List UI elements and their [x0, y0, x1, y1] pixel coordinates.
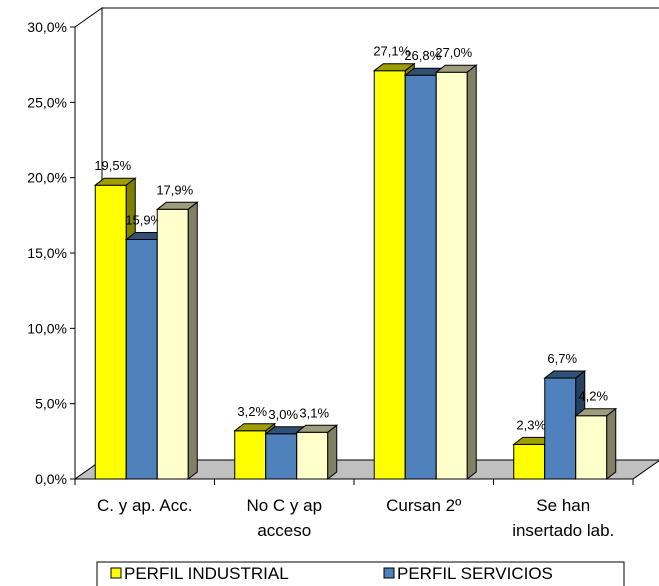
y-tick-label: 5,0% — [35, 396, 67, 412]
bar — [295, 424, 339, 481]
data-label: 26,8% — [404, 48, 441, 63]
bar-front — [125, 238, 158, 480]
x-axis: C. y ap. Acc. No C y ap acceso Cursan 2º Se … — [74, 478, 634, 540]
y-tick-label: 10,0% — [27, 320, 67, 336]
bar-front — [435, 71, 468, 480]
x-category-label: Cursan 2º — [386, 496, 461, 515]
bar-side — [466, 64, 477, 481]
data-label: 19,5% — [94, 158, 131, 173]
bar-side — [327, 424, 338, 481]
bar-front — [404, 74, 437, 480]
bar-front — [234, 430, 267, 480]
bar-front — [575, 415, 608, 480]
y-tick-label: 30,0% — [27, 19, 67, 35]
bar-front — [544, 377, 577, 480]
data-label: 17,9% — [156, 182, 193, 197]
legend-label: PERFIL INDUSTRIAL — [124, 564, 289, 583]
y-tick-label: 25,0% — [27, 94, 67, 110]
data-label: 3,2% — [237, 404, 267, 419]
legend-swatch — [383, 567, 395, 579]
x-category-label: C. y ap. Acc. — [97, 496, 192, 515]
bar — [434, 64, 478, 481]
bar-front — [296, 431, 329, 480]
bar-front — [513, 443, 546, 480]
bar-side — [187, 201, 198, 481]
bar-series: 19,5% 15,9% 17,9% 3,2% 3,0% 3,1% 27,1%26,8%27,… — [93, 44, 618, 481]
y-tick-label: 0,0% — [35, 471, 67, 487]
data-label: 3,1% — [299, 405, 329, 420]
data-label: 2,3% — [516, 417, 546, 432]
bar-front — [156, 208, 189, 480]
legend-label: PERFIL SERVICIOS — [397, 564, 553, 583]
y-tick-label: 20,0% — [27, 170, 67, 186]
legend: PERFIL INDUSTRIAL PERFIL SERVICIOS MUESTRA — [96, 561, 625, 586]
y-axis: 0,0% 5,0% 10,0% 15,0% 20,0% 25,0% 30,0% — [27, 19, 76, 487]
bar — [512, 436, 556, 481]
bar — [155, 201, 199, 481]
x-category-label: acceso — [257, 521, 311, 540]
legend-label: MUESTRA — [124, 584, 208, 586]
bar-side — [606, 407, 617, 481]
data-label: 6,7% — [547, 351, 577, 366]
bar — [574, 407, 618, 481]
x-category-label: No C y ap — [246, 496, 322, 515]
legend-swatch — [110, 567, 122, 579]
x-category-label: insertado lab. — [512, 521, 614, 540]
bar-front — [265, 433, 298, 480]
y-tick-label: 15,0% — [27, 245, 67, 261]
legend-box — [96, 561, 625, 586]
data-label: 27,1% — [373, 44, 410, 59]
data-label: 4,2% — [578, 389, 608, 404]
data-label: 15,9% — [125, 212, 162, 227]
x-category-label: Se han — [536, 496, 590, 515]
bar-front — [94, 184, 127, 480]
bar-front — [373, 70, 406, 480]
data-label: 27,0% — [435, 45, 472, 60]
data-label: 3,0% — [268, 407, 298, 422]
